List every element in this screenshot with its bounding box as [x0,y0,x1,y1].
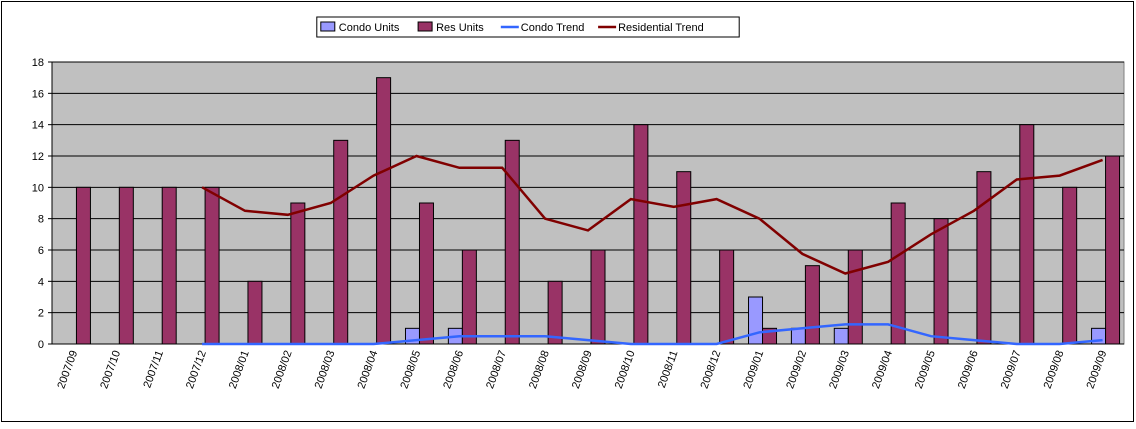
bar [676,171,692,345]
bar [1062,186,1078,345]
bar [290,202,306,345]
bar [461,249,477,345]
legend-label: Condo Units [339,22,400,34]
legend: Condo Units Res Units Condo Trend Residenti… [316,16,740,38]
bar [719,249,735,345]
y-tick-label: 14 [32,120,44,132]
bar [590,249,606,345]
bar [333,139,349,345]
bar [790,327,806,345]
bar [833,327,849,345]
trend-line [202,323,1103,346]
y-tick-label: 12 [32,151,44,163]
y-tick-label: 16 [32,88,44,100]
bar [976,171,992,345]
y-tick-label: 8 [38,214,44,226]
y-tick-label: 0 [38,339,44,351]
bar [376,77,392,345]
bar [418,202,434,345]
bar [633,124,649,345]
bar [804,265,820,345]
bar [890,202,906,345]
y-tick-label: 18 [32,57,44,69]
bar [1019,124,1035,345]
y-tick-label: 6 [38,245,44,257]
bar [847,249,863,345]
bar [748,296,764,345]
legend-label: Condo Trend [521,22,585,34]
trend-line [201,154,1104,275]
bar [75,186,91,345]
bar [547,280,563,345]
bar [247,280,263,345]
bar [161,186,177,345]
bar [504,139,520,345]
y-tick-label: 10 [32,182,44,194]
legend-swatch [417,21,433,32]
legend-label: Residential Trend [618,22,704,34]
legend-swatch [320,21,336,32]
bar [1105,155,1121,345]
legend-label: Res Units [436,22,484,34]
y-tick-label: 4 [38,276,44,288]
bar [204,186,220,345]
bar [118,186,134,345]
bar [933,218,949,345]
y-tick-label: 2 [38,308,44,320]
